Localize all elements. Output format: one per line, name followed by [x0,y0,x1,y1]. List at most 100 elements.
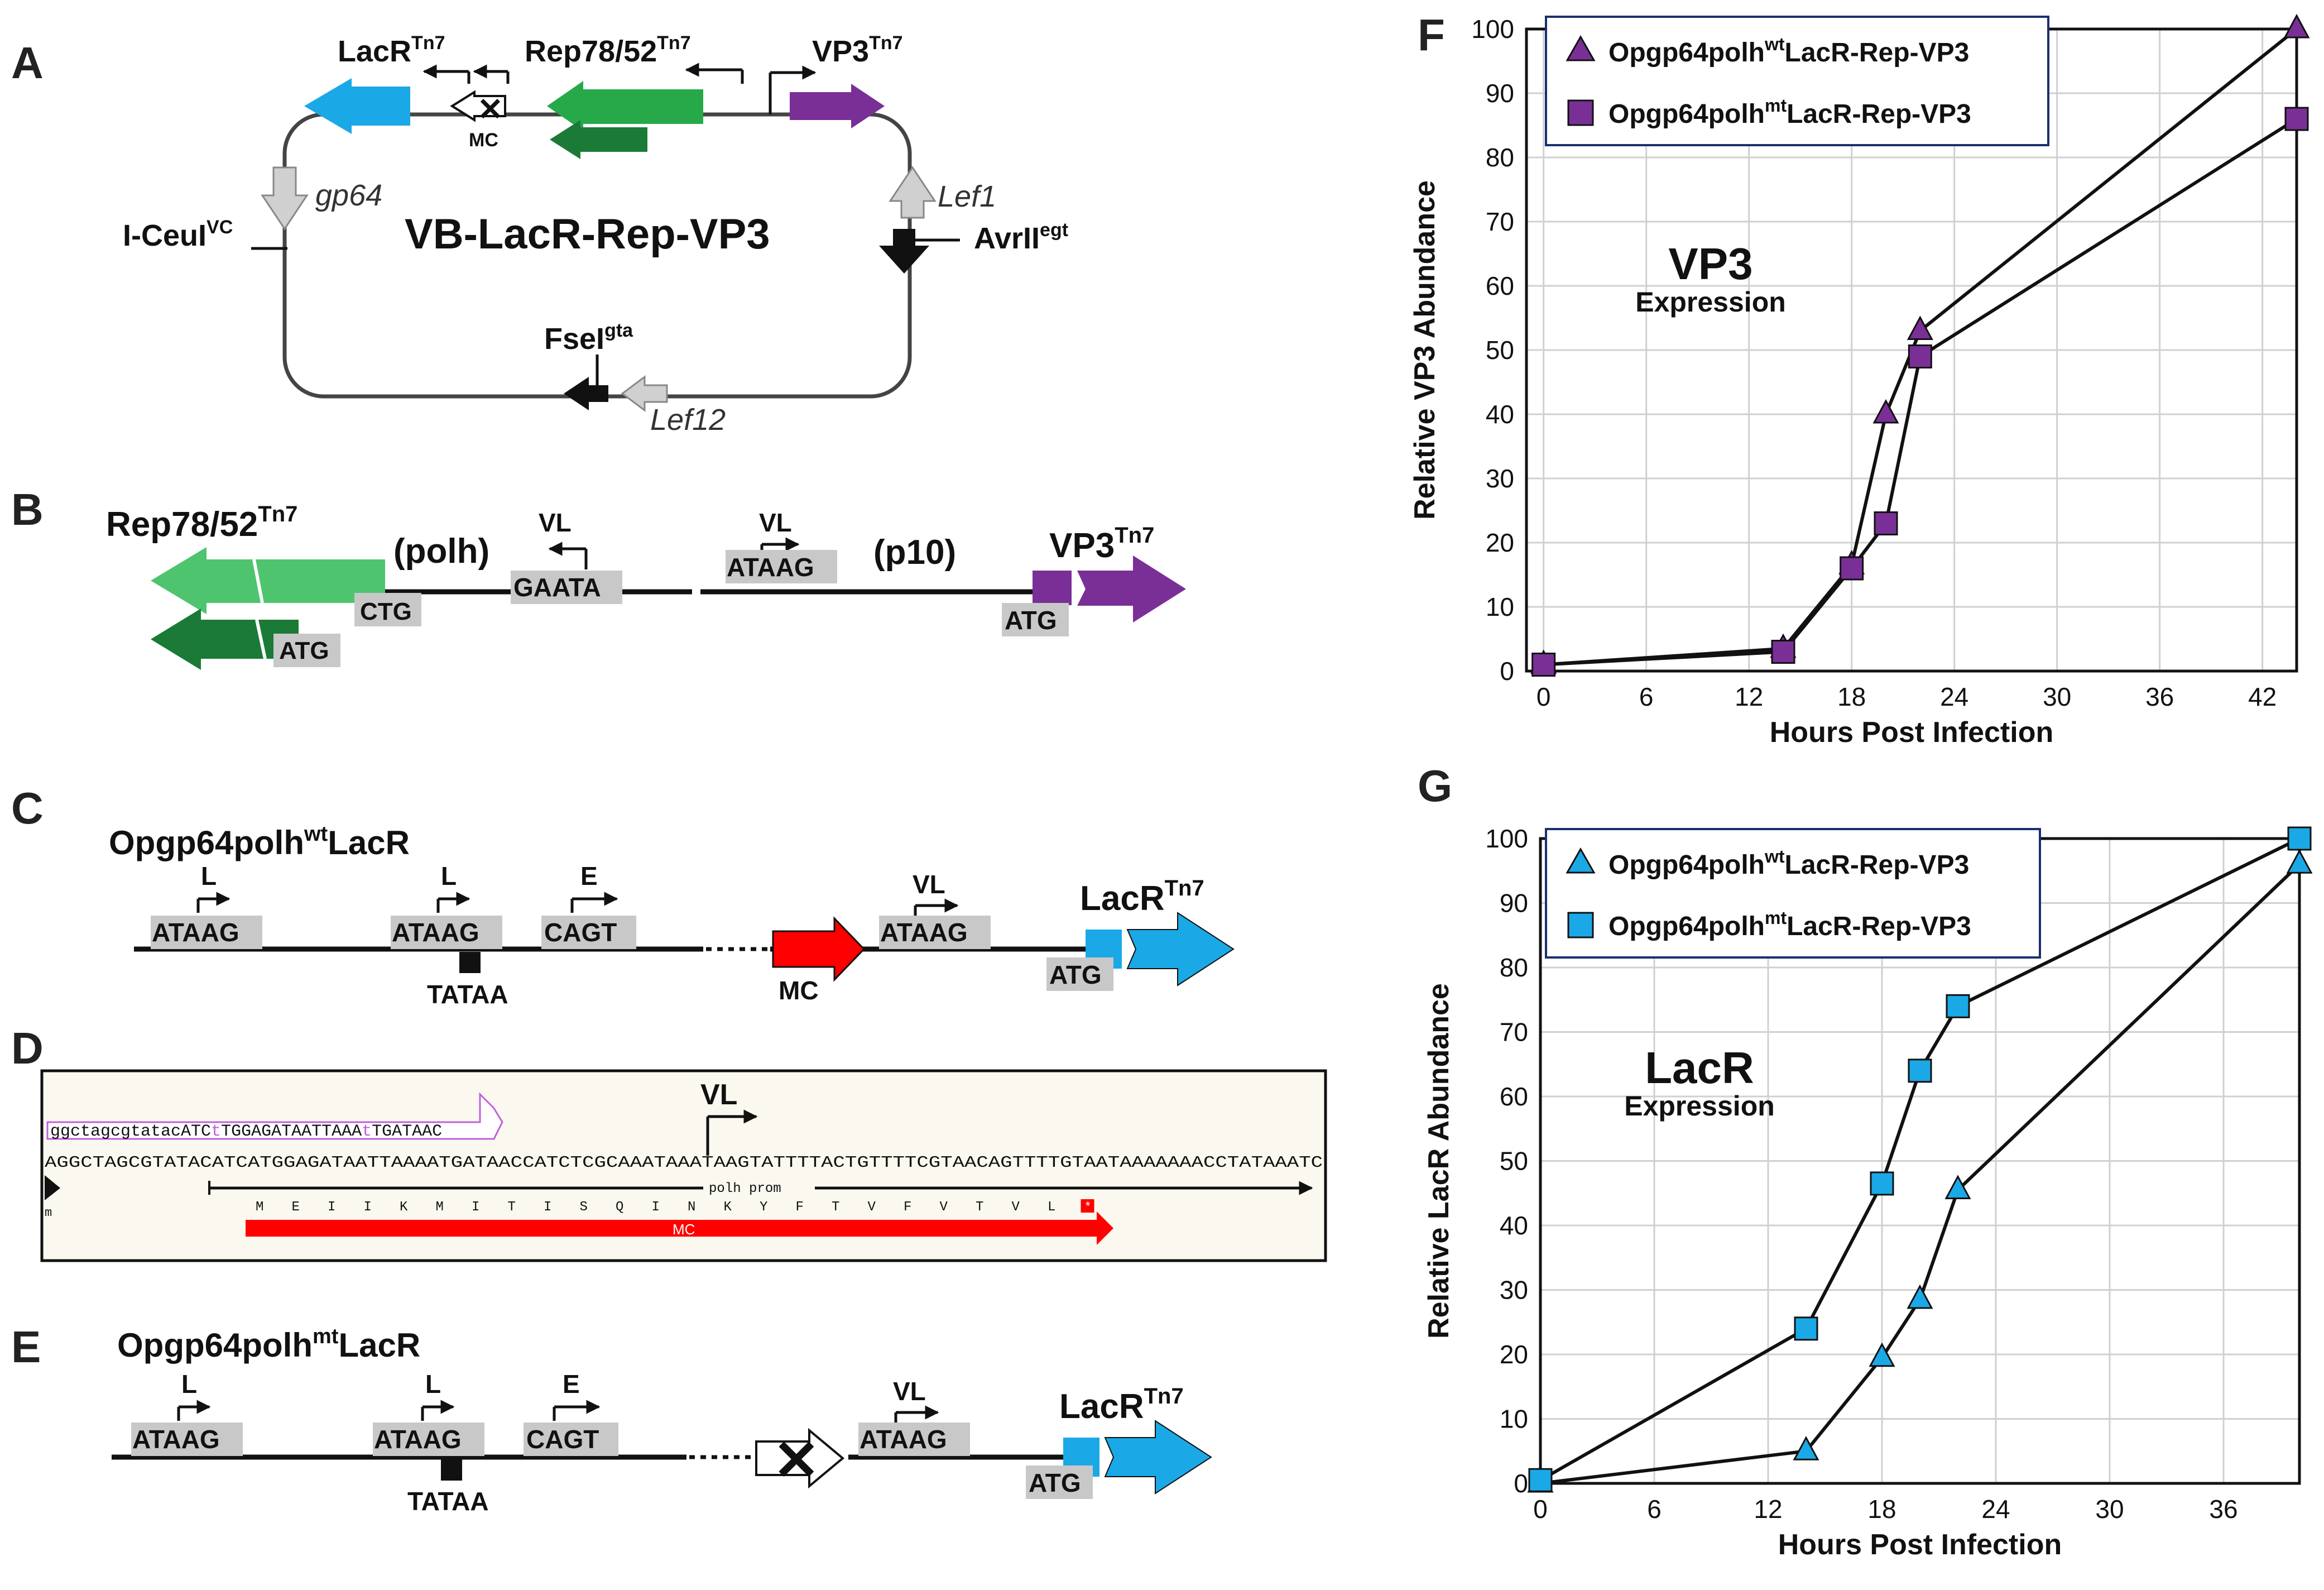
a-fsei-arrow [564,377,608,410]
d-amino-acid: I [328,1200,335,1215]
data-point-square [1528,1468,1553,1492]
e-tata-box [441,1459,462,1481]
d-m-label: m [45,1206,52,1220]
data-point-triangle [1907,1284,1933,1309]
d-stop-codon-box [1081,1199,1094,1213]
e-box2 [373,1423,484,1456]
panel-label-a: A [11,38,44,88]
chart-g: 0 6 12 18 24 30 36 0 10 20 30 40 50 60 70 80 90 100 Hours … [1423,824,2313,1561]
e-vl-label: VL [893,1377,926,1406]
a-vp3-label: VP3Tn7 [812,32,903,68]
x-tick-label: 30 [2095,1495,2124,1524]
b-atg2-label: ATG [1005,606,1057,635]
data-point-square [1531,653,1556,677]
b-gaata-box [511,571,622,604]
y-tick-label: 40 [1500,1211,1528,1240]
b-rep52-break [255,619,267,659]
y-tick-label: 70 [1500,1018,1528,1047]
x-tick-label: 24 [1981,1495,2010,1524]
a-vp3-arrow [790,84,885,128]
legend-entry: Opgp64polhmtLacR-Rep-VP3 [1608,908,1971,941]
c-box1-label: ATAAG [152,918,239,947]
b-vl1-label: VL [539,508,572,537]
x-axis-label: Hours Post Infection [1778,1529,2062,1561]
data-point-triangle [2286,849,2313,874]
x-tick-label: 0 [1533,1495,1548,1524]
d-amino-acid: N [688,1200,695,1215]
b-ctg-label: CTG [360,598,412,625]
panel-g: G 0 6 12 18 24 30 36 0 10 20 30 40 50 60 70 80 90 100 Hour… [1418,761,2313,1561]
legend-marker-triangle [1566,847,1596,874]
e-box4 [858,1423,970,1456]
d-polh-prom-label: polh prom [709,1181,781,1196]
data-point-square [2287,826,2312,851]
e-title: Opgp64polhmtLacR [117,1325,420,1364]
y-tick-label: 100 [1485,824,1528,853]
b-vl2-label: VL [759,508,792,537]
d-amino-acid: I [544,1200,551,1215]
d-amino-acid: T [976,1200,983,1215]
d-vl-label: VL [700,1079,737,1111]
y-tick-label: 90 [1500,889,1528,918]
d-amino-acid: I [472,1200,479,1215]
d-left-arrowhead [45,1175,60,1200]
data-point-triangle [1793,1436,1819,1460]
d-polh-prom-bg [703,1179,815,1196]
d-amino-acid: M [256,1200,263,1215]
series-line [1540,863,2301,1485]
e-lacr-label: LacRTn7 [1059,1384,1184,1426]
e-mc-x: ✕ [773,1429,820,1492]
d-amino-acid: K [400,1200,408,1215]
a-lef1-arrow [889,166,937,219]
b-ctg-box [354,593,421,626]
c-box1 [151,916,262,949]
c-tata-box [459,952,481,973]
b-polh-label: (polh) [393,532,489,571]
legend-box [1545,828,2041,959]
c-box2 [391,916,502,949]
b-ataag-label: ATAAG [727,553,814,582]
b-rep78-arrow [151,547,385,614]
c-box2-label: ATAAG [392,918,479,947]
panel-d: D ggctagcgtatacATCtTGGAGATAATTAAAtTGATAA… [11,1023,1327,1262]
data-point-square [1771,640,1795,664]
lacr-gene-arrow [304,78,410,134]
e-e-label: E [563,1369,580,1399]
y-tick-label: 0 [1500,657,1514,686]
data-point-triangle [2283,13,2310,39]
c-lacr-label: LacRTn7 [1080,876,1204,918]
d-amino-acid: L [1048,1200,1055,1215]
legend-entry: Opgp64polhwtLacR-Rep-VP3 [1608,846,1969,880]
data-point-square [1794,1316,1818,1341]
d-amino-acids: M E I I K M I T I S Q I N K Y F T V F V T V L * [256,1199,1094,1215]
b-vp3-arrow [1077,555,1186,622]
a-mc-label: MC [469,130,498,151]
a-iceul-label: I-CeuIVC [123,217,233,252]
y-tick-label: 60 [1486,271,1514,300]
c-l1-label: L [201,861,217,890]
data-point-triangle [1944,1175,1971,1199]
b-vp3-label: VP3Tn7 [1049,523,1154,565]
b-p10-label: (p10) [873,533,956,572]
legend-marker-square [1567,912,1594,938]
c-atg-box [1046,957,1113,991]
panel-label-b: B [11,485,44,534]
e-box4-label: ATAAG [860,1425,947,1454]
c-atg-label: ATG [1049,960,1102,989]
c-title: Opgp64polhwtLacR [109,822,410,861]
data-point-square [2284,107,2309,131]
d-amino-acid: Q [616,1200,623,1215]
b-vp3-start [1033,571,1072,605]
y-tick-label: 50 [1500,1147,1528,1176]
series-line [1539,837,2301,1482]
c-l2-label: L [441,861,457,890]
chart-subtitle: Expression [1624,1090,1775,1122]
legend-box [1545,16,2049,146]
a-rep52-arrow [550,120,647,159]
d-amino-acid: * [1084,1200,1092,1214]
data-point-square [1870,1171,1894,1196]
b-rep-label: Rep78/52Tn7 [106,502,297,544]
e-atg-box [1026,1466,1093,1499]
series-line [1543,27,2298,667]
